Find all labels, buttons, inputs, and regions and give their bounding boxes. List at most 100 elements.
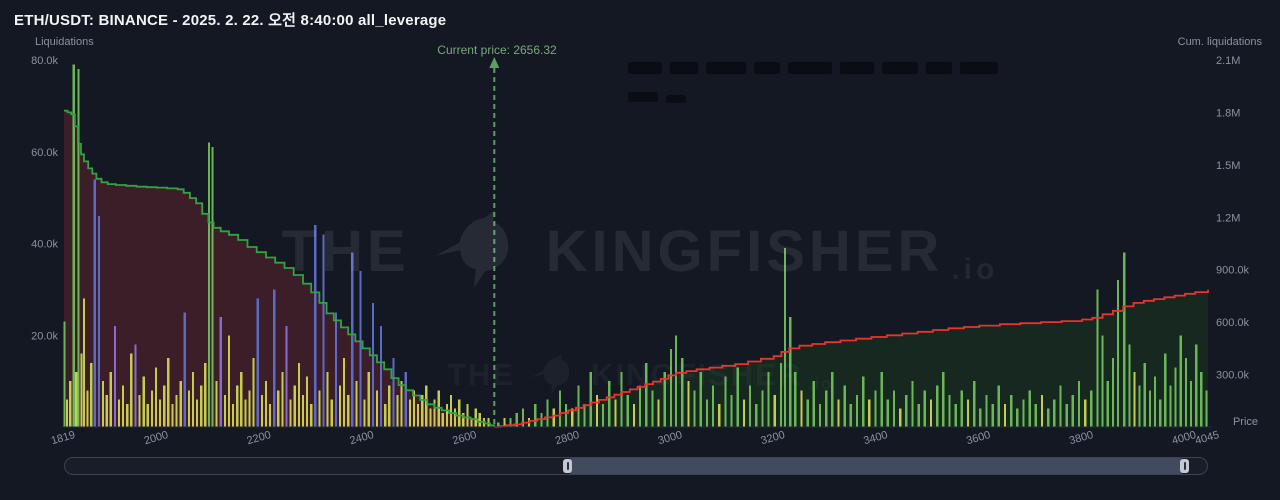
liquidation-bar [77,69,80,427]
liquidation-bar [269,404,272,427]
liquidation-bar [1106,381,1109,427]
redacted-legend-block [670,62,698,74]
liquidation-bar [138,394,141,427]
liquidation-bar [1164,353,1167,427]
liquidation-bar [825,390,828,427]
liquidation-bar [338,385,342,427]
liquidation-bar [1059,385,1062,427]
liquidation-bar [1040,394,1044,427]
axis-tick-label: 2600 [451,429,478,447]
axis-tick-label: 3400 [862,429,889,447]
liquidation-bar [375,390,379,427]
liquidation-bar [1053,399,1056,427]
axis-tick-label: 2800 [554,429,581,447]
liquidation-bar [347,394,350,427]
liquidation-bar [749,385,752,427]
liquidation-bar [1010,394,1013,427]
redacted-legend-block [628,62,662,74]
liquidation-bar [521,408,524,427]
liquidation-bar [736,367,739,427]
liquidation-bar [371,303,374,427]
liquidation-bar [207,142,210,427]
liquidation-bar [466,404,469,427]
liquidation-bar [1159,399,1162,427]
liquidation-bar [1065,404,1068,427]
liquidation-bar [462,413,465,427]
liquidation-bar [130,353,133,427]
scrollbar-right-handle[interactable] [1180,459,1189,473]
liquidation-bar [849,404,852,427]
liquidation-bar [767,371,770,427]
liquidation-bar [911,381,914,427]
liquidation-bar [159,399,162,427]
axis-tick-label: 1.2M [1216,212,1240,224]
cum-long-area [64,110,495,427]
axis-tick-label: 300.0k [1216,370,1250,382]
liquidation-bar [223,394,226,427]
liquidation-bar [142,376,145,427]
liquidation-bar [126,404,129,427]
liquidation-bar [1205,390,1208,427]
left-axis-title: Liquidations [35,36,94,48]
liquidation-bar [614,399,617,427]
axis-tick-label: 3000 [657,429,684,447]
liquidation-bar [256,298,259,427]
liquidation-bar [351,252,354,427]
liquidation-bar [117,399,121,427]
liquidation-bar [880,371,883,427]
liquidation-bar [789,316,792,427]
chart-scrollbar-track[interactable] [64,457,1208,475]
liquidation-bar [917,404,920,427]
liquidation-bar [1184,358,1187,427]
liquidation-bar [886,399,889,427]
redacted-legend-block [628,92,658,102]
chart-title: ETH/USDT: BINANCE - 2025. 2. 22. 오전 8:40… [14,12,447,29]
liquidation-bar [297,362,300,427]
liquidation-bar [973,381,976,427]
liquidation-bar [806,399,809,427]
liquidation-bar [122,385,125,427]
liquidation-bar [1179,335,1182,428]
liquidation-bar [322,234,325,427]
liquidation-bar [773,394,776,427]
liquidation-bar [571,408,574,427]
axis-tick-label: 2400 [348,429,375,447]
liquidation-bar [755,404,758,427]
liquidation-bar [429,408,432,427]
liquidation-bar [687,381,690,427]
liquidation-bar [558,390,561,427]
liquidation-bar [445,404,448,427]
scrollbar-selected-range[interactable] [563,458,1189,474]
liquidation-bar [69,381,72,427]
axis-tick-label: 40.0k [31,239,58,251]
liquidation-bar [905,394,908,427]
liquidation-bar [724,376,727,427]
liquidation-bar [314,225,317,427]
liquidation-bar [1133,371,1136,427]
liquidation-bar [837,399,840,427]
liquidation-bar [1028,390,1031,427]
liquidation-bar [204,362,207,427]
liquidation-bar [1143,362,1146,427]
liquidation-bar [874,390,877,427]
liquidation-bar [705,399,708,427]
liquidation-bar [1111,358,1114,427]
liquidation-bar [818,404,822,427]
liquidation-bar [515,413,518,427]
liquidation-bar [454,408,457,427]
liquidation-bar [583,404,586,427]
liquidation-bar [187,390,190,427]
scrollbar-left-handle[interactable] [563,459,572,473]
liquidation-bar [534,404,537,427]
liquidation-bar [546,399,549,427]
liquidation-bar [626,394,629,427]
liquidation-bar [478,413,481,427]
liquidation-bar [183,312,186,427]
liquidation-bar [191,371,195,427]
liquidation-bar [794,371,797,427]
redacted-legend-block [706,62,746,74]
liquidation-bar [966,399,970,427]
axis-tick-label: 900.0k [1216,265,1250,277]
liquidation-bar [215,381,218,427]
